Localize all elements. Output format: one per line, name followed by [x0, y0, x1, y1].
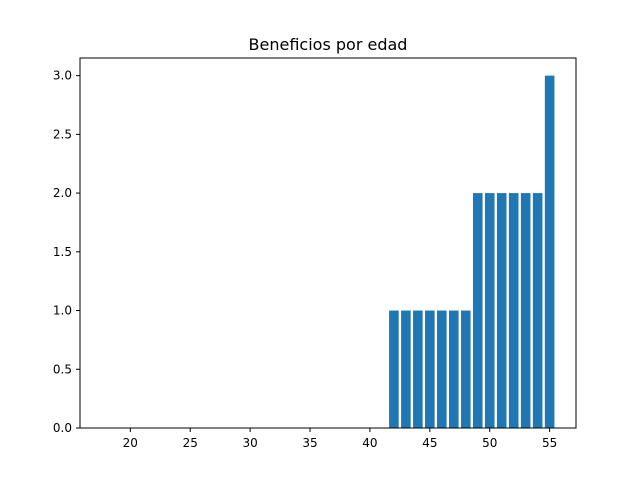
x-axis: 20 25 30 35 40 45 50 55	[123, 428, 557, 450]
x-tick-label: 50	[482, 436, 497, 450]
y-tick-label: 0.5	[53, 362, 72, 376]
bar-age-44	[413, 310, 423, 428]
x-tick-label: 40	[362, 436, 377, 450]
bar-age-51	[496, 193, 507, 428]
y-tick-label: 3.0	[53, 69, 72, 83]
bar-age-45	[425, 310, 435, 428]
x-tick-label: 25	[183, 436, 198, 450]
bar-age-53	[520, 193, 531, 428]
bar-age-48	[460, 310, 471, 428]
x-tick-label: 55	[542, 436, 557, 450]
bar-age-47	[449, 310, 459, 428]
y-tick-label: 1.5	[53, 245, 72, 259]
x-tick-label: 45	[422, 436, 437, 450]
y-tick-label: 2.0	[53, 186, 72, 200]
bars-group	[389, 75, 555, 429]
plot-frame	[79, 57, 577, 429]
bar-age-43	[401, 310, 411, 428]
y-tick-label: 1.0	[53, 304, 72, 318]
x-tick-label: 35	[302, 436, 317, 450]
bar-age-54	[532, 193, 543, 428]
bar-age-49	[472, 193, 483, 428]
x-tick-label: 20	[123, 436, 138, 450]
y-axis: 0.0 0.5 1.0 1.5 2.0 2.5 3.0	[53, 69, 80, 435]
x-tick-label: 30	[242, 436, 257, 450]
chart-title: Beneficios por edad	[249, 35, 408, 54]
y-tick-label: 0.0	[53, 421, 72, 435]
bar-age-46	[437, 310, 447, 428]
bar-age-55	[544, 75, 555, 429]
bar-age-42	[389, 310, 399, 428]
y-tick-label: 2.5	[53, 127, 72, 141]
bar-age-50	[484, 193, 495, 428]
bar-age-52	[508, 193, 519, 428]
